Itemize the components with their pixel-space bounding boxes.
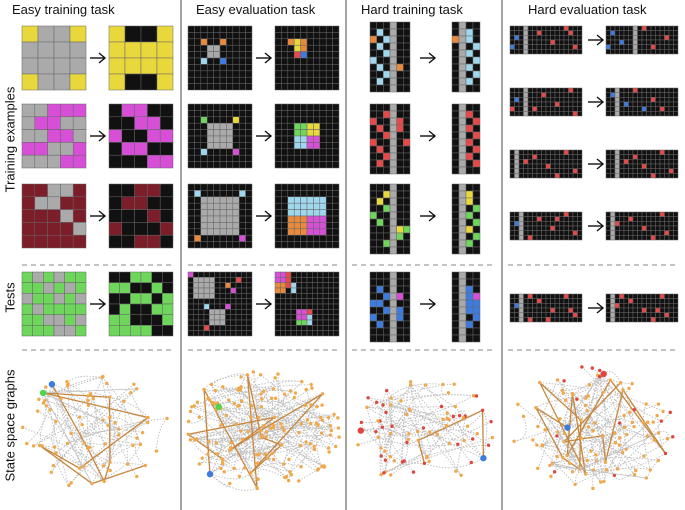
column-title-hard-evaluation: Hard evaluation task xyxy=(528,2,647,17)
arrow-hard-eval-2 xyxy=(588,158,605,170)
grid-easy-train-3-input xyxy=(21,183,87,249)
grid-hard-test-input xyxy=(369,271,411,343)
grid-easy-eval-3-output xyxy=(274,183,340,249)
grid-easy-train-1-output xyxy=(108,25,174,91)
grid-hard-test-output xyxy=(451,271,481,343)
arrow-hard-train-2 xyxy=(420,210,437,222)
arrow-easy-eval-0 xyxy=(256,52,273,64)
grid-hard-train-3-input xyxy=(369,183,411,255)
transform-arrows xyxy=(90,34,605,314)
grid-easy-train-2-output xyxy=(108,103,174,169)
graph-easy-evaluation xyxy=(186,370,341,491)
grid-hard-eval-2-input xyxy=(509,87,583,117)
grid-easy-eval-1-input xyxy=(187,25,253,91)
arrow-easy-train-2 xyxy=(90,210,107,222)
grid-hard-eval-1-output xyxy=(605,25,679,55)
grid-easy-test-input xyxy=(21,271,87,337)
arrow-hard-train-0 xyxy=(420,52,437,64)
arrow-easy-eval-2 xyxy=(256,210,273,222)
arrow-hard-eval-0 xyxy=(588,34,605,46)
arrow-easy-eval-3 xyxy=(256,298,273,310)
grid-hard-train-2-output xyxy=(451,103,481,175)
arrow-easy-train-1 xyxy=(90,130,107,142)
arrow-hard-eval-4 xyxy=(588,302,605,314)
grid-easy-eval-1-output xyxy=(274,25,340,91)
arrow-hard-train-1 xyxy=(420,130,437,142)
state-space-graphs xyxy=(21,365,675,491)
grid-hard-eval-5-output xyxy=(605,293,679,323)
grid-hard-eval-3-output xyxy=(605,149,679,179)
grid-hard-eval-5-input xyxy=(509,293,583,323)
arrow-easy-train-3 xyxy=(90,298,107,310)
grid-hard-train-3-output xyxy=(451,183,481,255)
grid-easy-eval-test-output xyxy=(274,271,340,337)
example-grids xyxy=(21,21,679,343)
grid-easy-train-2-input xyxy=(21,103,87,169)
graph-hard-training xyxy=(356,380,495,477)
grid-easy-eval-3-input xyxy=(187,183,253,249)
arrow-easy-eval-1 xyxy=(256,130,273,142)
column-dividers xyxy=(180,0,503,510)
grid-easy-train-3-output xyxy=(108,183,174,249)
column-title-easy-training: Easy training task xyxy=(12,2,115,17)
grid-easy-test-output xyxy=(108,271,174,337)
grid-hard-eval-2-output xyxy=(605,87,679,117)
grid-hard-train-1-output xyxy=(451,21,481,93)
grid-hard-eval-4-output xyxy=(605,211,679,241)
row-separators xyxy=(22,264,678,351)
column-title-hard-training: Hard training task xyxy=(361,2,463,17)
grid-easy-eval-test-input xyxy=(187,271,253,337)
column-title-easy-evaluation: Easy evaluation task xyxy=(196,2,316,17)
grid-hard-eval-1-input xyxy=(509,25,583,55)
grid-hard-train-1-input xyxy=(369,21,411,93)
grid-easy-eval-2-input xyxy=(187,103,253,169)
graph-easy-training xyxy=(21,374,169,488)
arrow-easy-train-0 xyxy=(90,52,107,64)
grid-hard-eval-3-input xyxy=(509,149,583,179)
arrow-hard-eval-1 xyxy=(588,96,605,108)
arrow-hard-train-3 xyxy=(420,298,437,310)
grid-hard-train-2-input xyxy=(369,103,411,175)
arrow-hard-eval-3 xyxy=(588,220,605,232)
grid-easy-train-1-input xyxy=(21,25,87,91)
grid-hard-eval-4-input xyxy=(509,211,583,241)
grid-easy-eval-2-output xyxy=(274,103,340,169)
graph-hard-evaluation xyxy=(512,365,675,491)
